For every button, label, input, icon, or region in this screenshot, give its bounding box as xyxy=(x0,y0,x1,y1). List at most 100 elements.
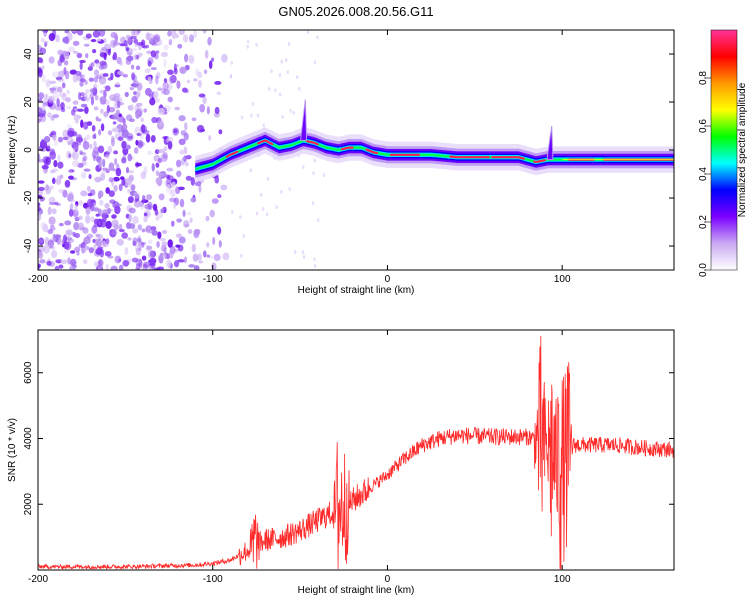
noise-blob xyxy=(79,81,84,87)
noise-blob xyxy=(151,116,158,124)
snr-frame xyxy=(37,329,675,571)
noise-blob xyxy=(155,177,162,185)
noise-blob xyxy=(44,30,49,34)
noise-blob xyxy=(105,208,113,213)
noise-blob xyxy=(135,267,140,270)
noise-blob xyxy=(86,198,94,208)
noise-blob xyxy=(197,253,202,261)
noise-blob xyxy=(57,70,66,78)
noise-blob xyxy=(166,184,171,188)
noise-blob xyxy=(101,212,109,219)
noise-blob xyxy=(125,56,133,62)
noise-blob xyxy=(52,114,60,119)
noise-blob xyxy=(275,205,278,210)
noise-blob xyxy=(57,136,63,143)
x-tick-label: 100 xyxy=(554,274,571,285)
noise-blob xyxy=(47,206,52,216)
noise-blob xyxy=(156,266,164,270)
y-tick-label: -40 xyxy=(23,238,34,253)
noise-blob xyxy=(301,250,305,255)
noise-blob xyxy=(93,133,97,139)
noise-blob xyxy=(143,212,148,217)
noise-blob xyxy=(198,79,202,88)
noise-blob xyxy=(156,71,160,79)
noise-blob xyxy=(156,120,164,130)
noise-blob xyxy=(38,119,42,123)
noise-blob xyxy=(143,261,150,268)
noise-blob xyxy=(188,54,195,64)
noise-blob xyxy=(135,162,142,167)
noise-blob xyxy=(135,54,139,60)
noise-blob xyxy=(157,231,162,240)
noise-blob xyxy=(110,265,118,270)
noise-blob xyxy=(214,81,222,85)
noise-blob xyxy=(221,53,228,63)
noise-blob xyxy=(70,109,76,116)
noise-blob xyxy=(106,104,110,114)
noise-blob xyxy=(89,143,93,150)
noise-blob xyxy=(115,167,122,177)
noise-blob xyxy=(217,194,222,199)
noise-blob xyxy=(38,251,44,260)
noise-blob xyxy=(155,75,159,85)
noise-blob xyxy=(127,153,132,162)
noise-blob xyxy=(68,33,73,41)
noise-blob xyxy=(39,196,46,202)
noise-blob xyxy=(77,30,84,36)
noise-blob xyxy=(99,96,107,103)
noise-blob xyxy=(126,51,132,56)
noise-blob xyxy=(173,63,177,73)
noise-blob xyxy=(246,39,250,44)
noise-blob xyxy=(184,161,189,167)
noise-blob xyxy=(68,153,72,158)
noise-blob xyxy=(54,201,59,206)
noise-blob xyxy=(72,40,80,46)
noise-blob xyxy=(98,190,104,198)
noise-blob xyxy=(92,154,96,162)
noise-blob xyxy=(97,265,102,270)
noise-blob xyxy=(146,245,153,251)
noise-blob xyxy=(163,58,167,68)
noise-blob xyxy=(45,156,51,166)
noise-blob xyxy=(164,146,168,152)
noise-blob xyxy=(169,189,176,198)
noise-blob xyxy=(92,30,101,38)
noise-blob xyxy=(135,243,139,252)
noise-blob xyxy=(46,260,52,266)
noise-blob xyxy=(249,168,252,173)
noise-blob xyxy=(136,107,143,116)
noise-blob xyxy=(306,30,309,35)
y-tick-label: 6000 xyxy=(23,361,34,384)
noise-blob xyxy=(296,75,299,80)
noise-blob xyxy=(185,175,193,181)
noise-blob xyxy=(65,70,70,80)
ridge-core xyxy=(225,150,239,158)
noise-blob xyxy=(166,84,173,91)
noise-blob xyxy=(289,108,292,113)
noise-blob xyxy=(88,247,94,254)
colorbar-tick-label: 0.6 xyxy=(698,119,709,133)
noise-blob xyxy=(251,101,255,106)
noise-blob xyxy=(72,100,79,105)
noise-blob xyxy=(168,75,175,85)
noise-blob xyxy=(223,53,226,58)
noise-blob xyxy=(137,52,143,57)
noise-blob xyxy=(92,207,100,212)
noise-blob xyxy=(143,108,148,113)
noise-blob xyxy=(137,141,145,147)
noise-blob xyxy=(80,190,88,197)
noise-blob xyxy=(63,60,69,66)
noise-blob xyxy=(102,240,107,248)
noise-blob xyxy=(66,105,72,110)
noise-blob xyxy=(173,260,180,268)
noise-blob xyxy=(88,77,94,82)
noise-blob xyxy=(79,150,83,155)
noise-blob xyxy=(180,130,187,136)
noise-blob xyxy=(111,219,119,229)
noise-blob xyxy=(151,226,157,231)
noise-blob xyxy=(165,174,171,179)
noise-blob xyxy=(178,115,186,122)
noise-blob xyxy=(182,209,186,218)
noise-blob xyxy=(75,119,79,124)
